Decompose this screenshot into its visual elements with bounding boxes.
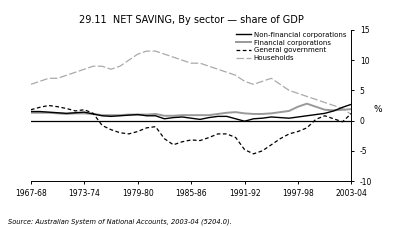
Text: Source: Australian System of National Accounts, 2003-04 (5204.0).: Source: Australian System of National Ac… bbox=[8, 218, 232, 225]
Y-axis label: %: % bbox=[373, 106, 382, 114]
Title: 29.11  NET SAVING, By sector — share of GDP: 29.11 NET SAVING, By sector — share of G… bbox=[79, 15, 304, 25]
Legend: Non-financial corporations, Financial corporations, General government, Househol: Non-financial corporations, Financial co… bbox=[236, 32, 346, 61]
